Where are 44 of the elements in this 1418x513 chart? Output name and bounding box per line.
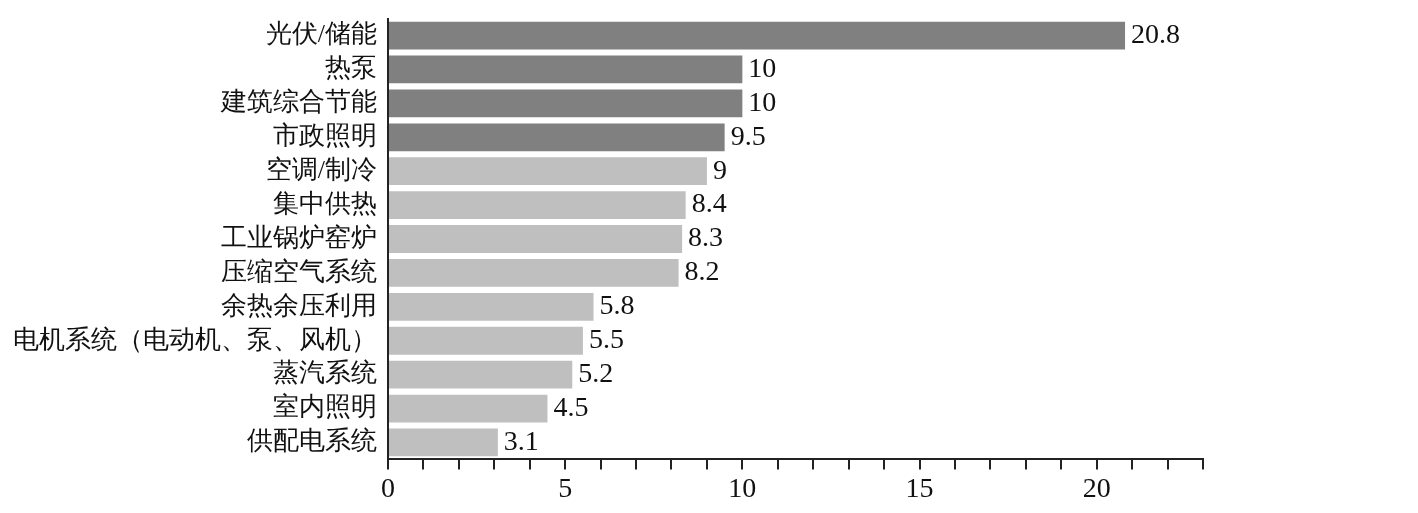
x-tick-label: 20 [1082,471,1111,503]
data-label: 5.2 [578,356,614,388]
y-tick-label: 室内照明 [273,392,377,422]
bar [389,123,725,152]
y-tick-label: 热泵 [325,53,377,83]
x-tick-label: 0 [381,471,395,503]
bar [389,157,707,186]
bar [389,394,548,423]
y-tick-label: 市政照明 [273,121,377,151]
data-label: 9.5 [730,119,766,151]
bar [389,326,583,355]
data-label: 9 [712,153,727,185]
data-label: 3.1 [503,424,539,456]
data-label: 8.2 [684,255,720,287]
x-tick-label: 5 [558,471,573,503]
y-tick-label: 建筑综合节能 [220,87,377,117]
data-label: 5.5 [588,323,624,355]
data-label: 8.4 [691,187,727,219]
y-tick-label: 电机系统（电动机、泵、风机） [13,324,377,354]
data-label: 5.8 [599,289,635,321]
bar [389,55,743,84]
y-tick-label: 集中供热 [273,188,377,218]
bar [389,360,573,389]
data-label: 8.3 [688,221,724,253]
bar [389,89,743,118]
bar [389,259,679,287]
y-tick-label: 压缩空气系统 [221,256,377,286]
x-tick-label: 15 [905,471,934,503]
y-tick-label: 蒸汽系统 [273,358,377,388]
bar [389,21,1126,50]
y-tick-label: 空调/制冷 [265,155,377,185]
bar [389,191,686,219]
data-label: 10 [748,51,777,83]
data-label: 20.8 [1131,17,1181,49]
data-label: 10 [748,85,777,117]
y-tick-label: 供配电系统 [247,426,377,456]
y-tick-label: 余热余压利用 [221,290,377,320]
x-tick-label: 10 [728,471,757,503]
bar [389,292,594,321]
data-label: 4.5 [553,390,589,422]
bar [389,225,683,253]
y-tick-label: 光伏/储能 [265,19,377,49]
bar [389,428,498,457]
y-tick-label: 工业锅炉窑炉 [221,222,377,252]
